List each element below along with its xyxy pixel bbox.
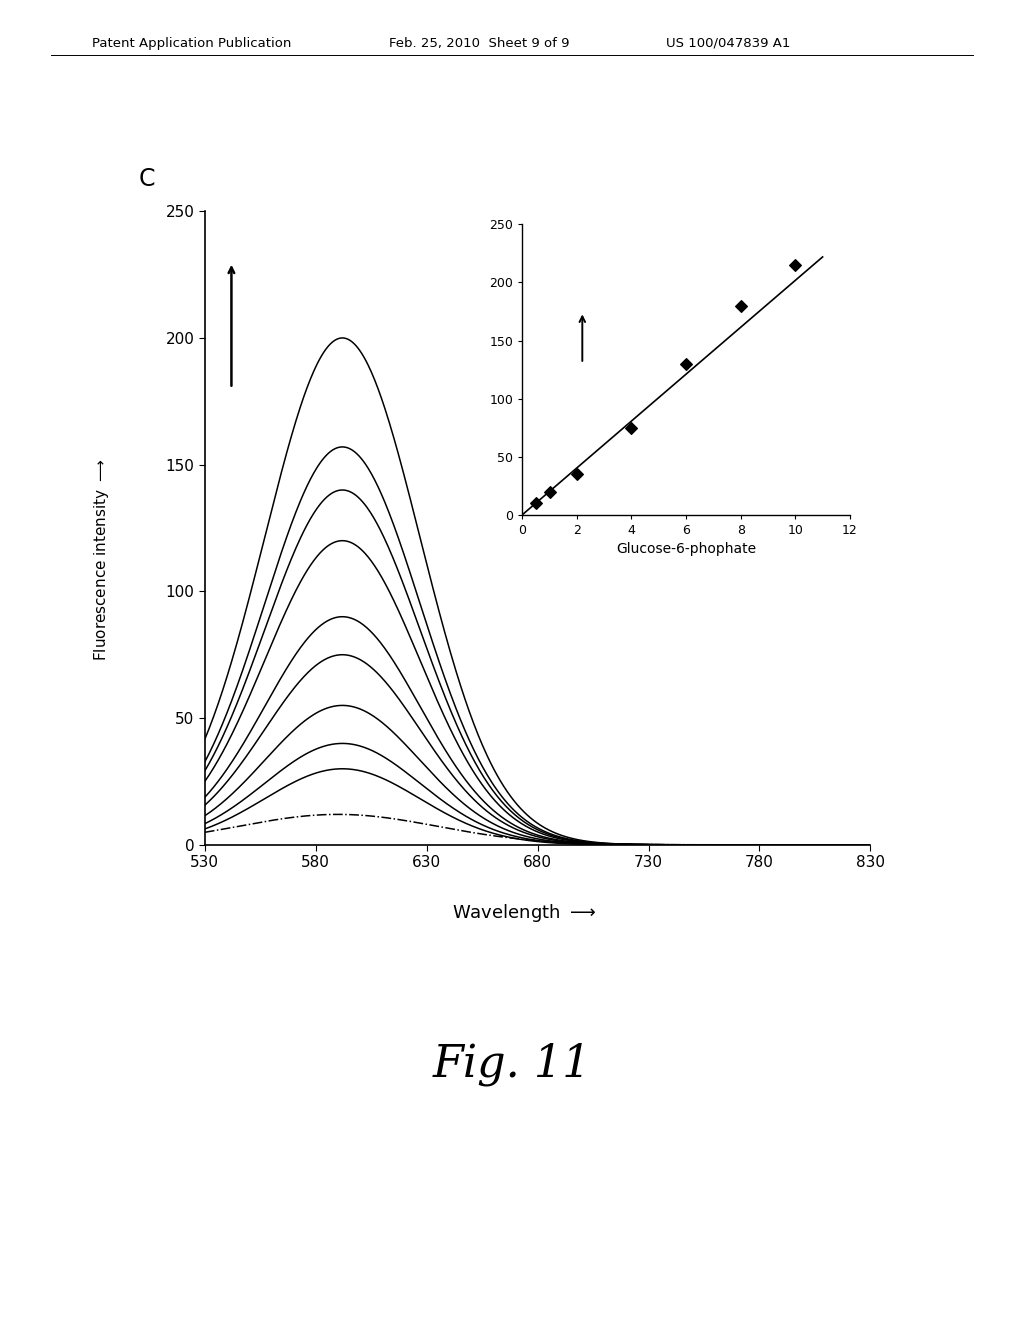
Point <box>568 463 585 484</box>
Text: Wavelength $\longrightarrow$: Wavelength $\longrightarrow$ <box>453 902 596 924</box>
X-axis label: Glucose-6-phophate: Glucose-6-phophate <box>616 543 756 557</box>
Point <box>542 480 558 502</box>
Text: Fig. 11: Fig. 11 <box>433 1043 591 1086</box>
Point <box>624 417 640 438</box>
Point <box>787 255 804 276</box>
Text: Feb. 25, 2010  Sheet 9 of 9: Feb. 25, 2010 Sheet 9 of 9 <box>389 37 569 50</box>
Text: US 100/047839 A1: US 100/047839 A1 <box>666 37 790 50</box>
Point <box>527 492 544 513</box>
Point <box>732 296 749 317</box>
Point <box>678 354 694 375</box>
Text: Patent Application Publication: Patent Application Publication <box>92 37 292 50</box>
Text: Fluorescence intensity $\longrightarrow$: Fluorescence intensity $\longrightarrow$ <box>92 458 112 661</box>
Text: C: C <box>138 166 155 191</box>
